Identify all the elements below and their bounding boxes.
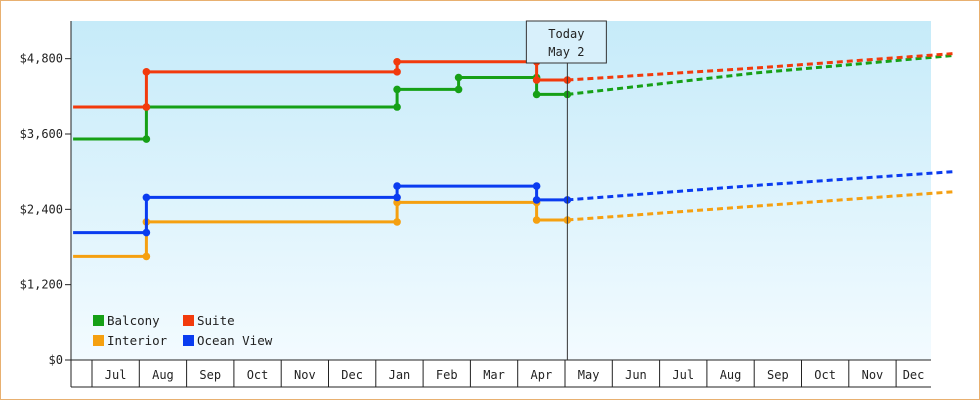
x-tick-label: Jun <box>625 368 647 382</box>
y-tick-label: $4,800 <box>20 52 63 66</box>
legend-swatch <box>93 335 104 346</box>
x-tick-label: Nov <box>862 368 884 382</box>
x-tick-label: Oct <box>814 368 836 382</box>
ocean-view-projection-line <box>567 170 954 202</box>
legend-swatch <box>93 315 104 326</box>
x-tick-label: Aug <box>152 368 174 382</box>
ocean-view-point <box>532 196 541 204</box>
y-tick-label: $0 <box>49 353 63 367</box>
legend: Balcony Suite Interior Ocean View <box>93 313 273 348</box>
balcony-point <box>454 85 463 94</box>
x-tick-label: Jul <box>105 368 127 382</box>
suite-point <box>142 103 151 111</box>
legend-label: Interior <box>107 333 168 348</box>
suite-point <box>142 68 151 76</box>
x-axis: Jul Aug Sep Oct Nov Dec Jan Feb Mar Apr May Jun Jul A… <box>71 359 931 388</box>
suite-projection-line <box>567 52 954 82</box>
x-tick-label: Apr <box>531 368 553 382</box>
x-tick-label: Nov <box>294 368 316 382</box>
balcony-point <box>142 135 151 143</box>
suite-point <box>393 68 401 76</box>
x-tick-label: Jul <box>672 368 694 382</box>
interior-point <box>532 216 541 224</box>
suite-point <box>532 76 541 84</box>
legend-label: Suite <box>197 313 235 328</box>
x-tick-label: Feb <box>436 368 458 382</box>
x-tick-label: Mar <box>483 368 505 382</box>
series-ocean-view <box>73 170 954 237</box>
interior-projection-line <box>567 190 954 222</box>
interior-point <box>393 218 401 226</box>
x-tick-label: Sep <box>767 368 789 382</box>
balcony-point <box>532 90 541 99</box>
balcony-point <box>454 73 463 82</box>
legend-label: Ocean View <box>197 333 273 348</box>
y-tick-label: $3,600 <box>20 127 63 141</box>
balcony-point <box>393 85 401 94</box>
balcony-projection-line <box>567 54 954 96</box>
ocean-view-point <box>532 182 541 190</box>
y-tick-label: $1,200 <box>20 278 63 292</box>
x-tick-label: Aug <box>720 368 742 382</box>
today-date: May 2 <box>548 45 584 59</box>
balcony-history-line <box>73 76 568 141</box>
interior-point <box>142 252 151 261</box>
x-tick-label: Sep <box>199 368 221 382</box>
series-suite <box>73 52 954 111</box>
legend-swatch <box>183 315 194 326</box>
x-tick-label: Oct <box>247 368 269 382</box>
ocean-view-point <box>142 228 151 237</box>
x-tick-label: Dec <box>903 368 925 382</box>
series-group <box>73 52 954 261</box>
ocean-view-point <box>393 182 401 190</box>
ocean-view-point <box>393 193 401 202</box>
suite-point <box>393 58 401 66</box>
y-tick-label: $2,400 <box>20 202 63 216</box>
x-tick-label: Dec <box>341 368 363 382</box>
legend-label: Balcony <box>107 313 160 328</box>
today-label: Today <box>548 27 584 41</box>
ocean-view-point <box>142 193 151 202</box>
today-callout <box>525 20 607 64</box>
y-axis: $0 $1,200 $2,400 $3,600 $4,800 <box>20 21 72 387</box>
today-marker: Today May 2 <box>525 20 607 360</box>
x-tick-label: May <box>578 368 600 382</box>
legend-swatch <box>183 335 194 346</box>
series-interior <box>73 190 954 261</box>
balcony-point <box>393 103 401 111</box>
x-tick-label: Jan <box>389 368 411 382</box>
